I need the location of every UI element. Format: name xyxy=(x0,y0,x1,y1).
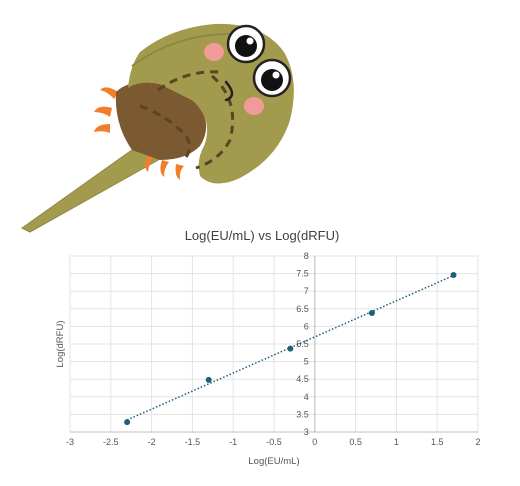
y-tick-label: 5.5 xyxy=(296,339,309,349)
crab-legs xyxy=(94,87,184,180)
data-point xyxy=(368,310,375,317)
x-tick-label: -2 xyxy=(148,437,156,447)
crab-seam-top xyxy=(157,70,221,92)
y-tick-label: 3 xyxy=(304,427,309,437)
data-point xyxy=(124,419,131,426)
crab-cheek-left xyxy=(204,43,224,61)
data-point xyxy=(287,345,294,352)
y-tick-label: 5 xyxy=(304,357,309,367)
crab-seam-inner xyxy=(139,104,191,161)
y-tick-label: 7.5 xyxy=(296,269,309,279)
crab-shell xyxy=(128,23,294,184)
x-tick-label: -1 xyxy=(229,437,237,447)
y-tick-label: 6 xyxy=(304,321,309,331)
x-tick-labels: -3 -2.5 -2 -1.5 -1 -0.5 0 0.5 1 1.5 2 xyxy=(66,437,481,447)
y-tick-label: 6.5 xyxy=(296,304,309,314)
x-tick-label: -0.5 xyxy=(266,437,282,447)
crab-shell-ridge xyxy=(131,33,231,67)
data-point xyxy=(205,376,212,383)
x-tick-label: -2.5 xyxy=(103,437,119,447)
x-tick-label: 2 xyxy=(475,437,480,447)
x-tick-label: 1.5 xyxy=(431,437,444,447)
y-tick-label: 4 xyxy=(304,392,309,402)
axes xyxy=(70,256,478,433)
x-tick-label: -1.5 xyxy=(185,437,201,447)
y-tick-label: 8 xyxy=(304,251,309,261)
y-axis-title: Log(dRFU) xyxy=(55,321,66,368)
y-tick-labels: 3 3.5 4 4.5 5 5.5 6 6.5 7 7.5 8 xyxy=(296,251,309,437)
crab-eye-left xyxy=(226,24,266,64)
x-tick-label: 0 xyxy=(312,437,317,447)
crab-cheek-right xyxy=(244,97,264,115)
crab-seam-side xyxy=(195,74,235,170)
crab-smile xyxy=(224,80,234,102)
y-tick-label: 4.5 xyxy=(296,374,309,384)
crab-eye-right xyxy=(252,58,292,98)
x-axis-title: Log(EU/mL) xyxy=(248,456,299,467)
data-points xyxy=(124,272,457,426)
horseshoe-crab-mascot-icon xyxy=(21,23,294,233)
chart-title: Log(EU/mL) vs Log(dRFU) xyxy=(185,228,340,243)
data-point xyxy=(450,272,457,279)
y-tick-label: 7 xyxy=(304,286,309,296)
y-tick-label: 3.5 xyxy=(296,409,309,419)
x-tick-label: -3 xyxy=(66,437,74,447)
x-tick-label: 1 xyxy=(394,437,399,447)
x-tick-label: 0.5 xyxy=(349,437,362,447)
crab-abdomen xyxy=(115,82,207,160)
